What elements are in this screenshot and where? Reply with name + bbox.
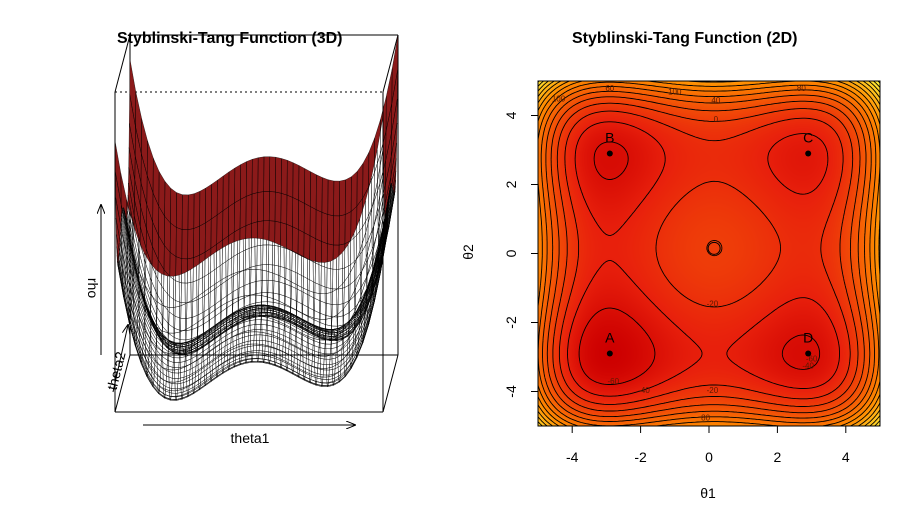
contour-line [552, 102, 859, 412]
contour-level-label: -60 [607, 377, 619, 386]
contour-lines [537, 80, 881, 427]
point-label: B [605, 129, 614, 145]
contour-level-label: 80 [797, 84, 806, 93]
y-axis: -4 -2 0 2 4 [503, 111, 539, 398]
contour-line [542, 90, 871, 422]
theta1-axis-label: theta1 [231, 430, 270, 446]
contour-level-label: 60 [605, 84, 614, 93]
contour-level-label: 100 [668, 87, 682, 96]
theta1-xlabel: θ1 [700, 485, 716, 501]
chart-3d-title: Styblinski-Tang Function (3D) [117, 30, 343, 47]
contour-level-label: 0 [714, 115, 719, 124]
contour-line [537, 86, 875, 427]
rho-axis-label: rho [85, 278, 101, 298]
contour-line [537, 80, 881, 427]
x-tick-label: -2 [634, 449, 647, 465]
box-edge [114, 354, 131, 413]
contour-level-label: -40 [802, 362, 814, 371]
point-label: C [803, 129, 813, 145]
y-tick-label: 2 [503, 180, 519, 188]
contour-line [537, 81, 880, 427]
theta2-ylabel-text: θ2 [460, 244, 476, 260]
box-edge [382, 354, 399, 413]
x-tick-label: 2 [774, 449, 782, 465]
contour-level-label: -40 [638, 386, 650, 395]
box-edge [114, 34, 131, 93]
contour-level-label: -60 [806, 355, 818, 364]
contour-line [537, 80, 881, 427]
point-marker [805, 350, 812, 357]
y-tick-label: 4 [503, 111, 519, 119]
theta2-ylabel-rot: θ2 [460, 244, 476, 260]
point-label: A [605, 330, 615, 346]
surface-facets [114, 34, 399, 401]
y-tick-label: -4 [503, 385, 519, 398]
labeled-points: A B C D [605, 129, 813, 357]
theta1-xlabel-text: θ1 [700, 485, 716, 501]
contour-level-label: 40 [711, 96, 720, 105]
contour-line [558, 110, 851, 405]
x-tick-label: 4 [842, 449, 850, 465]
x-tick-label: -4 [566, 449, 579, 465]
contour-level-label: -20 [707, 300, 719, 309]
x-tick-label: 0 [705, 449, 713, 465]
box-edge [382, 34, 399, 93]
theta2-axis-label: theta2 [104, 350, 129, 392]
point-label: D [803, 330, 813, 346]
x-axis: -4 -2 0 2 4 [566, 425, 850, 465]
point-marker [606, 350, 613, 357]
y-tick-label: 0 [503, 249, 519, 257]
surface-mesh [114, 34, 399, 401]
contour-line [578, 141, 821, 385]
point-marker [805, 150, 812, 157]
theta2-axis-arrow [112, 325, 128, 393]
contour-level-label: 100 [552, 94, 566, 103]
contour-line [567, 121, 840, 397]
center-marker [707, 241, 721, 255]
surface-3d-plot: theta1 rho theta2 [85, 34, 399, 446]
box-front-edges [114, 92, 399, 413]
contour-level-label: -20 [707, 386, 719, 395]
contour-level-label: 80 [701, 413, 710, 422]
point-marker [606, 150, 613, 157]
chart-2d-title: Styblinski-Tang Function (2D) [572, 30, 798, 47]
y-tick-label: -2 [503, 316, 519, 329]
contour-line [546, 96, 865, 418]
